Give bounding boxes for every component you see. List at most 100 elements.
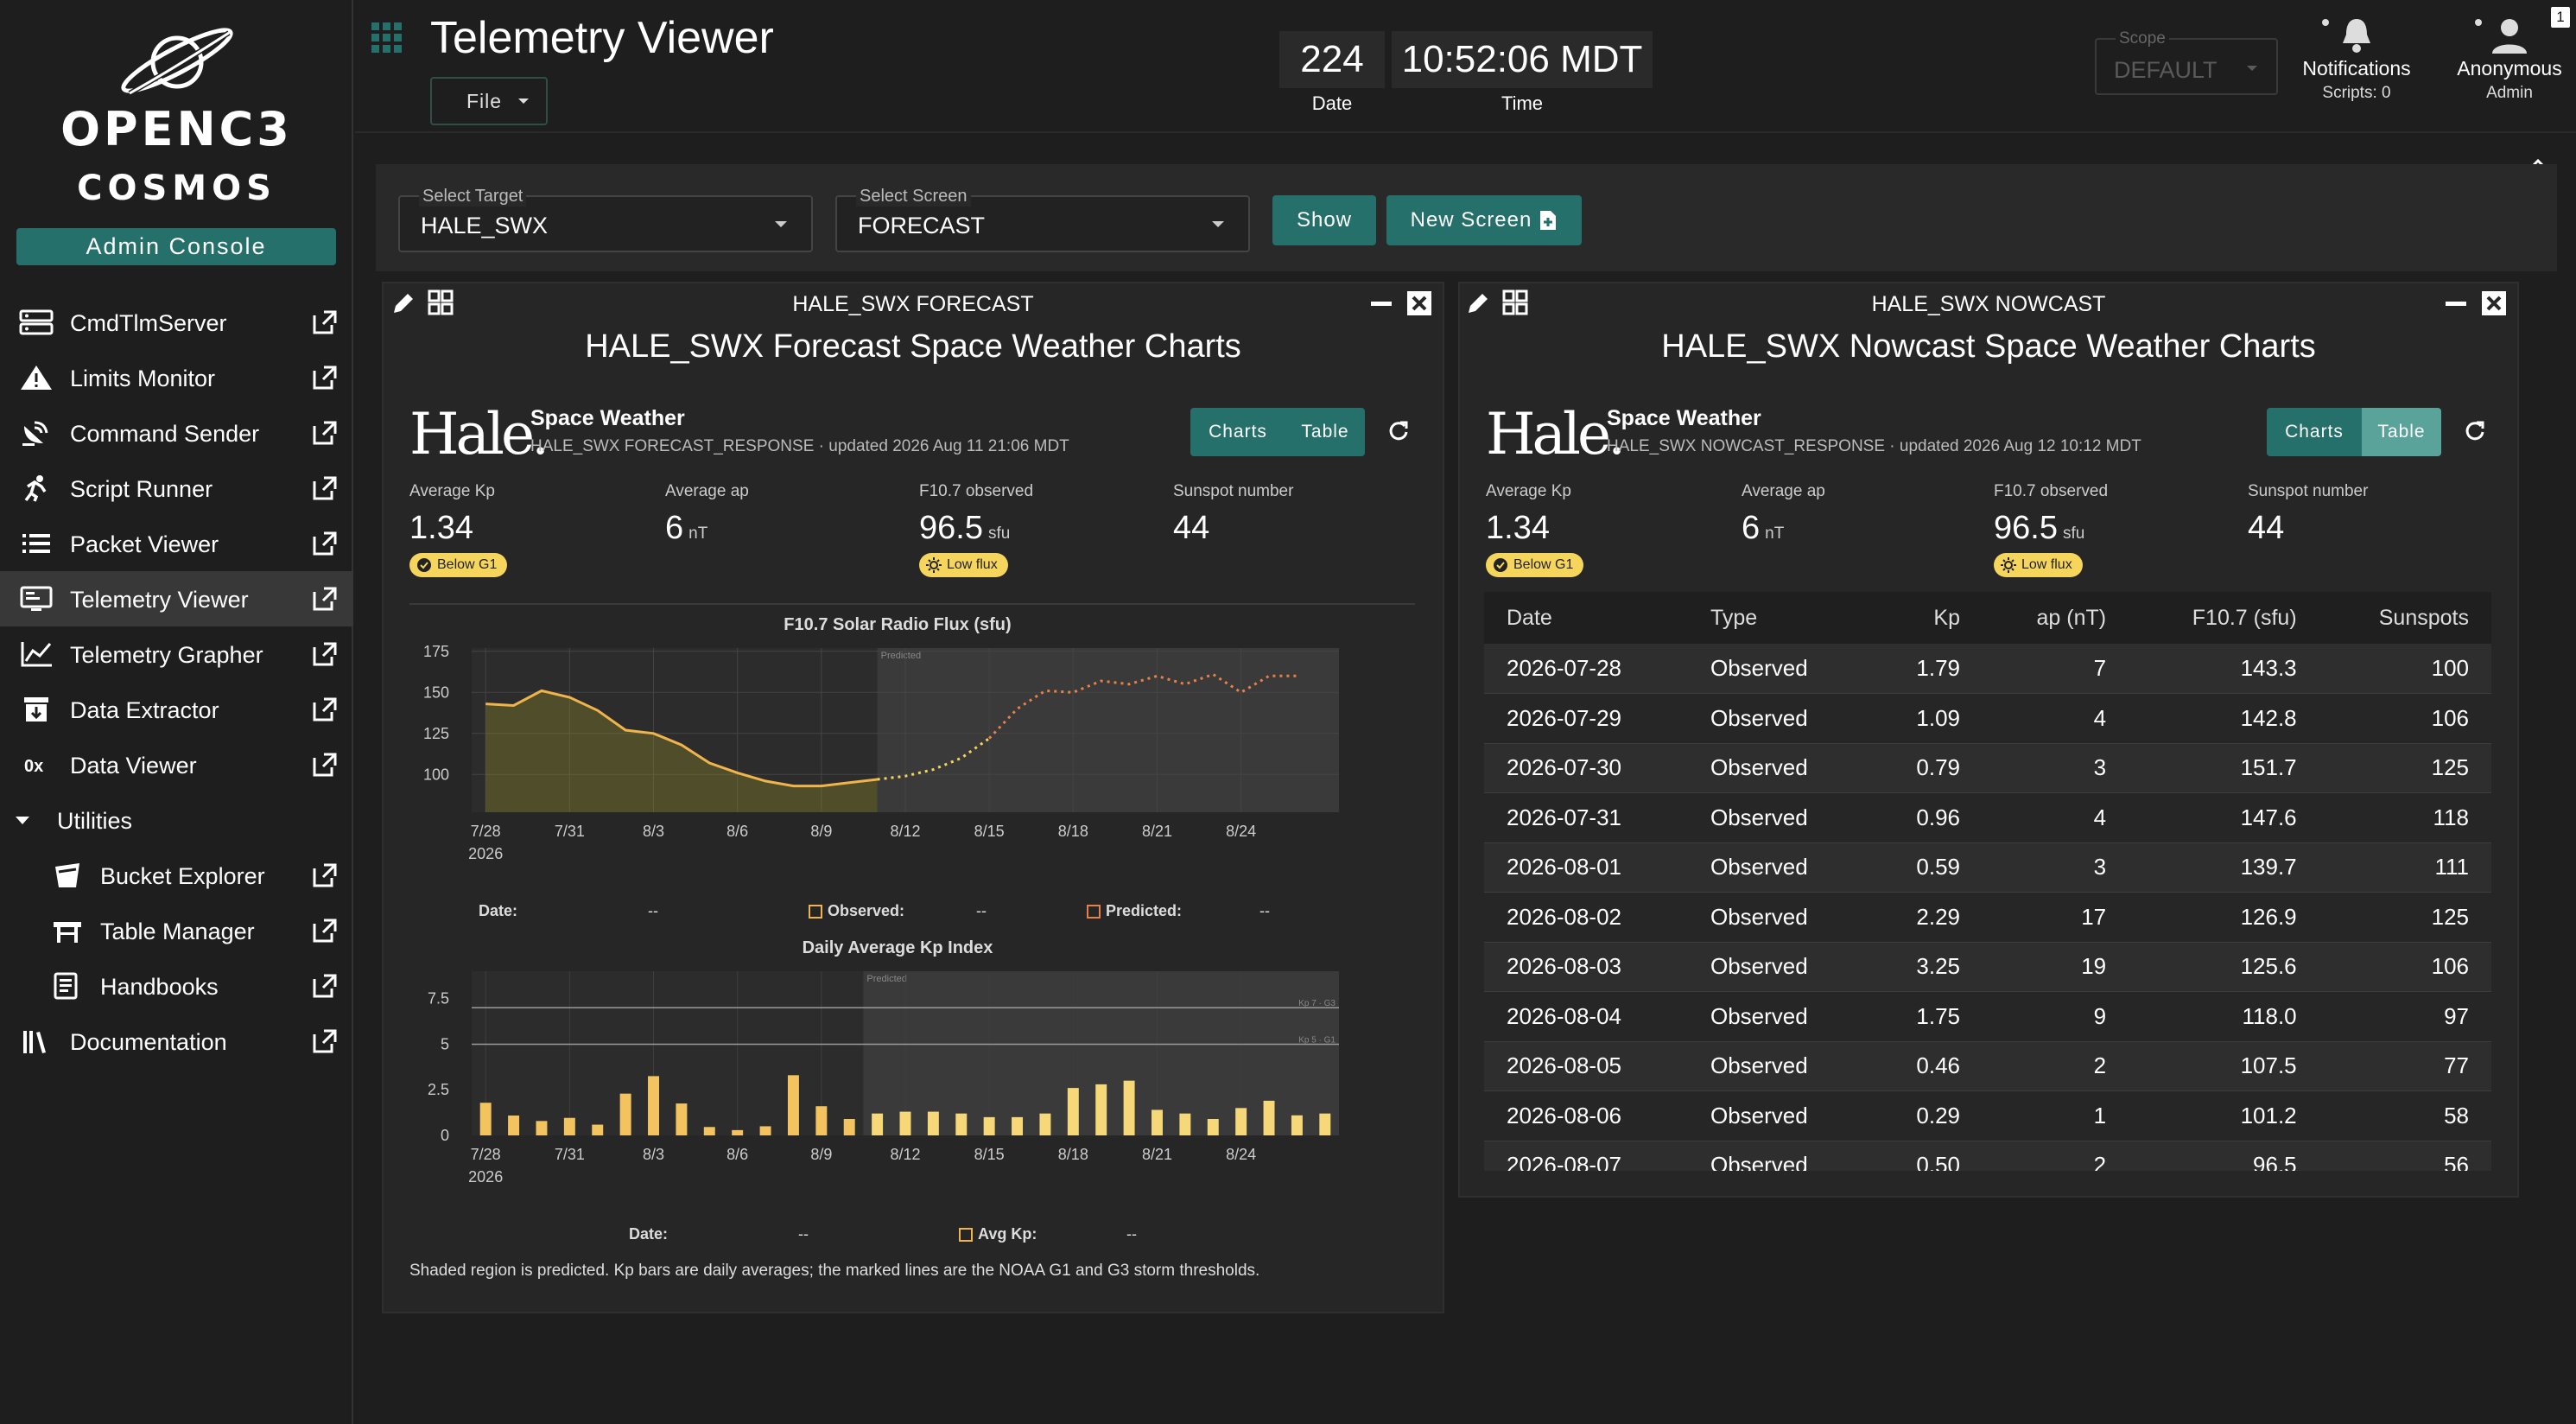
charts-toggle[interactable]: Charts bbox=[1190, 408, 1285, 456]
x-tick-label: 8/21 bbox=[1142, 823, 1172, 840]
close-icon[interactable] bbox=[2481, 290, 2507, 316]
table-row[interactable]: 2026-08-05 Observed 0.46 2 107.5 77 bbox=[1484, 1041, 2491, 1091]
target-select[interactable]: Select Target HALE_SWX bbox=[398, 187, 813, 252]
column-header[interactable]: Kp bbox=[1869, 592, 1983, 644]
sidebar-item-script-runner[interactable]: Script Runner bbox=[0, 461, 353, 516]
table-row[interactable]: 2026-08-03 Observed 3.25 19 125.6 106 bbox=[1484, 942, 2491, 992]
panel-header: HALE_SWX NOWCAST bbox=[1460, 283, 2517, 320]
table-row[interactable]: 2026-07-31 Observed 0.96 4 147.6 118 bbox=[1484, 792, 2491, 843]
table-icon bbox=[50, 917, 85, 944]
x-tick-label: 7/31 bbox=[555, 823, 585, 840]
show-button[interactable]: Show bbox=[1272, 195, 1376, 245]
open-external-icon[interactable] bbox=[311, 696, 339, 723]
sidebar-item-cmdtlmserver[interactable]: CmdTlmServer bbox=[0, 295, 353, 350]
caret-down-icon bbox=[773, 214, 789, 233]
open-external-icon[interactable] bbox=[311, 419, 339, 447]
column-header[interactable]: Sunspots bbox=[2319, 592, 2491, 644]
open-external-icon[interactable] bbox=[311, 308, 339, 336]
column-header[interactable]: F10.7 (sfu) bbox=[2129, 592, 2319, 644]
sidebar-item-documentation[interactable]: Documentation bbox=[0, 1014, 353, 1069]
notifications-button[interactable]: Notifications Scripts: 0 bbox=[2300, 16, 2413, 103]
kp-chart: Predicted 0 2.5 5 7.5 7/28 7/31 8/3 8/6 8/9 8/12 8/… bbox=[428, 971, 1339, 1186]
table-row[interactable]: 2026-08-07 Observed 0.50 2 96.5 56 bbox=[1484, 1141, 2491, 1171]
table-cell: 118 bbox=[2319, 792, 2491, 843]
grid-layout-icon[interactable] bbox=[427, 289, 454, 316]
threshold-label: Kp 7 · G3 bbox=[1298, 999, 1336, 1008]
table-toggle[interactable]: Table bbox=[1285, 408, 1365, 456]
sidebar-item-command-sender[interactable]: Command Sender bbox=[0, 405, 353, 461]
edit-icon[interactable] bbox=[390, 289, 418, 316]
refresh-icon[interactable] bbox=[2464, 420, 2486, 442]
table-toggle[interactable]: Table bbox=[2362, 408, 2441, 456]
table-cell: 97 bbox=[2319, 991, 2491, 1042]
open-external-icon[interactable] bbox=[311, 751, 339, 779]
x-tick-label: 8/18 bbox=[1058, 1146, 1088, 1163]
y-tick-label: 5 bbox=[441, 1035, 449, 1052]
kp-status-badge: Below G1 bbox=[409, 553, 508, 577]
edit-icon[interactable] bbox=[1465, 289, 1493, 316]
table-cell: 125 bbox=[2319, 892, 2491, 943]
user-menu[interactable]: 1 Anonymous Admin bbox=[2449, 7, 2570, 103]
table-row[interactable]: 2026-07-29 Observed 1.09 4 142.8 106 bbox=[1484, 693, 2491, 744]
kp-bar bbox=[1319, 1113, 1331, 1135]
table-row[interactable]: 2026-08-02 Observed 2.29 17 126.9 125 bbox=[1484, 892, 2491, 943]
table-cell: 106 bbox=[2319, 693, 2491, 744]
sun-icon bbox=[2001, 557, 2016, 573]
grid-layout-icon[interactable] bbox=[1501, 289, 1529, 316]
table-row[interactable]: 2026-08-01 Observed 0.59 3 139.7 111 bbox=[1484, 842, 2491, 893]
scripts-count: Scripts: 0 bbox=[2322, 84, 2391, 102]
open-external-icon[interactable] bbox=[311, 585, 339, 613]
table-cell: 3 bbox=[1983, 842, 2129, 893]
table-cell: 2026-08-04 bbox=[1484, 991, 1688, 1042]
table-cell: Observed bbox=[1687, 991, 1870, 1042]
sidebar-item-data-viewer[interactable]: 0x Data Viewer bbox=[0, 737, 353, 792]
admin-console-button[interactable]: Admin Console bbox=[16, 228, 336, 265]
refresh-icon[interactable] bbox=[1387, 420, 1410, 442]
open-external-icon[interactable] bbox=[311, 1027, 339, 1055]
sidebar-item-label: Table Manager bbox=[100, 919, 255, 944]
kp-bar bbox=[872, 1113, 884, 1135]
sidebar-group-utilities[interactable]: Utilities bbox=[0, 792, 353, 848]
table-row[interactable]: 2026-07-30 Observed 0.79 3 151.7 125 bbox=[1484, 743, 2491, 793]
sidebar-item-handbooks[interactable]: Handbooks bbox=[0, 958, 353, 1014]
sidebar-item-bucket-explorer[interactable]: Bucket Explorer bbox=[0, 848, 353, 903]
sidebar-item-packet-viewer[interactable]: Packet Viewer bbox=[0, 516, 353, 571]
sidebar-item-data-extractor[interactable]: Data Extractor bbox=[0, 682, 353, 737]
table-row[interactable]: 2026-08-04 Observed 1.75 9 118.0 97 bbox=[1484, 991, 2491, 1042]
open-external-icon[interactable] bbox=[311, 917, 339, 944]
minimize-icon[interactable] bbox=[2443, 290, 2469, 316]
notifications-label: Notifications bbox=[2302, 57, 2411, 79]
screen-select[interactable]: Select Screen FORECAST bbox=[835, 187, 1250, 252]
table-row[interactable]: 2026-08-06 Observed 0.29 1 101.2 58 bbox=[1484, 1090, 2491, 1141]
table-cell: 0.79 bbox=[1869, 743, 1983, 793]
minimize-icon[interactable] bbox=[1368, 290, 1394, 316]
column-header[interactable]: Type bbox=[1687, 592, 1870, 644]
scope-select[interactable]: Scope DEFAULT bbox=[2095, 29, 2278, 95]
table-cell: 0.59 bbox=[1869, 842, 1983, 893]
open-external-icon[interactable] bbox=[311, 640, 339, 668]
open-external-icon[interactable] bbox=[311, 474, 339, 502]
y-tick-label: 2.5 bbox=[428, 1081, 449, 1098]
server-icon bbox=[19, 308, 54, 336]
charts-toggle[interactable]: Charts bbox=[2267, 408, 2362, 456]
column-header[interactable]: Date bbox=[1484, 592, 1688, 644]
new-screen-button[interactable]: New Screen bbox=[1386, 195, 1582, 245]
table-cell: 2026-08-02 bbox=[1484, 892, 1688, 943]
open-external-icon[interactable] bbox=[311, 861, 339, 889]
file-menu-button[interactable]: File bbox=[430, 77, 548, 125]
table-cell: 107.5 bbox=[2129, 1041, 2319, 1091]
column-header[interactable]: ap (nT) bbox=[1983, 592, 2129, 644]
scope-label: Scope bbox=[2116, 29, 2169, 48]
sidebar-item-limits-monitor[interactable]: Limits Monitor bbox=[0, 350, 353, 405]
sidebar-item-table-manager[interactable]: Table Manager bbox=[0, 903, 353, 958]
apps-grid-icon[interactable] bbox=[371, 22, 403, 54]
screen-heading: HALE_SWX Forecast Space Weather Charts bbox=[585, 328, 1241, 365]
sidebar-item-telemetry-viewer[interactable]: Telemetry Viewer bbox=[0, 571, 353, 626]
close-icon[interactable] bbox=[1406, 290, 1432, 316]
table-cell: 9 bbox=[1983, 991, 2129, 1042]
open-external-icon[interactable] bbox=[311, 364, 339, 391]
table-row[interactable]: 2026-07-28 Observed 1.79 7 143.3 100 bbox=[1484, 644, 2491, 694]
sidebar-item-telemetry-grapher[interactable]: Telemetry Grapher bbox=[0, 626, 353, 682]
open-external-icon[interactable] bbox=[311, 530, 339, 557]
open-external-icon[interactable] bbox=[311, 972, 339, 1000]
